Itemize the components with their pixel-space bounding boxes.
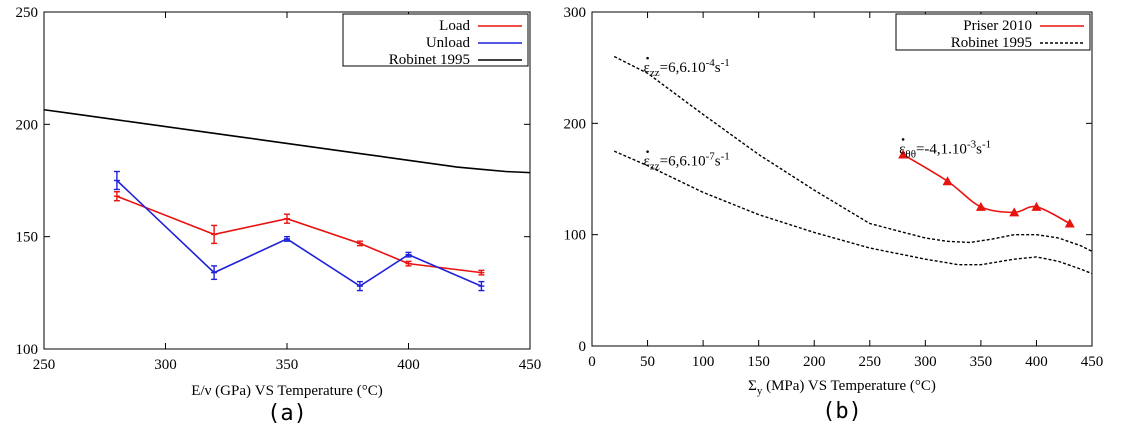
chart-b-annotations: εzz=6,6.10-4s-1 εzz=6,6.10-7s-1 εθθ=-4,1.1… (644, 56, 991, 173)
chart-b-x-axis-rest: (MPa) VS Temperature (°C) (762, 378, 936, 394)
chart-b: 0 50 100 150 200 250 300 350 400 450 0 100 200 300 εz… (564, 5, 1104, 424)
legend-label-robinet-1995: Robinet 1995 (951, 35, 1032, 51)
annotation-dot (646, 150, 649, 153)
chart-a-legend-box (342, 13, 529, 67)
x-tick-label: 250 (859, 354, 882, 370)
x-tick-label: 150 (747, 354, 770, 370)
legend-label-robinet-1995: Robinet 1995 (389, 52, 470, 68)
x-tick-label: 50 (640, 354, 655, 370)
annotation-strain-rate-lower: εzz=6,6.10-7s-1 (644, 151, 730, 173)
data-point-unload (113, 170, 120, 191)
legend-label-priser-2010: Priser 2010 (963, 18, 1032, 34)
chart-b-x-axis-label: Σy (MPa) VS Temperature (°C) (748, 378, 936, 397)
x-tick-label: 350 (970, 354, 993, 370)
x-tick-label: 450 (519, 357, 542, 373)
x-tick-label: 200 (803, 354, 826, 370)
chart-b-series (613, 55, 1093, 275)
y-tick-label: 100 (16, 342, 39, 358)
x-tick-label: 400 (1025, 354, 1048, 370)
data-point-priser-2010 (898, 149, 909, 159)
chart-b-frame (591, 11, 1093, 347)
series-line-robinet-1995 (43, 108, 531, 174)
x-tick-label: 300 (154, 357, 177, 373)
chart-a-panel-label: (a) (267, 401, 307, 426)
y-tick-label: 100 (564, 228, 587, 244)
annotation-dot (646, 56, 649, 60)
y-tick-label: 0 (579, 339, 587, 355)
series-line-load (116, 195, 482, 274)
annotation-strain-rate-upper: εzz=6,6.10-4s-1 (644, 57, 730, 79)
chart-b-x-axis-subscript: y (757, 385, 763, 397)
data-point-priser-2010 (975, 201, 986, 211)
data-point-load (356, 240, 363, 247)
legend-label-load: Load (439, 18, 470, 34)
data-point-load (478, 269, 485, 276)
data-point-priser-2010 (1064, 218, 1075, 228)
data-point-unload (478, 280, 485, 292)
y-tick-label: 300 (564, 5, 587, 21)
chart-b-legend-box (895, 13, 1091, 51)
data-point-load (405, 260, 412, 267)
x-tick-label: 250 (33, 357, 56, 373)
chart-b-ticks: 0 50 100 150 200 250 300 350 400 450 0 100 200 300 (564, 5, 1104, 370)
series-line-priser-2010 (902, 153, 1071, 225)
x-tick-label: 300 (914, 354, 937, 370)
data-point-unload (284, 235, 290, 242)
data-point-priser-2010 (942, 176, 953, 186)
series-line-unload (116, 179, 482, 288)
x-tick-label: 0 (588, 354, 596, 370)
x-tick-label: 350 (276, 357, 299, 373)
annotation-strain-rate-priser: εθθ=-4,1.10-3s-1 (899, 138, 991, 160)
chart-a-x-axis-label: E/ν (GPa) VS Temperature (°C) (191, 383, 382, 399)
chart-a-series (43, 108, 531, 292)
y-tick-label: 250 (16, 5, 39, 21)
x-tick-label: 450 (1081, 354, 1104, 370)
x-tick-label: 100 (692, 354, 715, 370)
series-line-robinet-1995 (613, 55, 1093, 252)
chart-a: 250 300 350 400 450 100 150 200 250 LoadUnloadRo… (16, 5, 542, 426)
y-tick-label: 150 (16, 230, 39, 246)
data-point-load (284, 213, 290, 224)
y-tick-label: 200 (16, 117, 39, 133)
annotation-dot (901, 138, 905, 141)
data-point-priser-2010 (1031, 201, 1042, 211)
legend-label-unload: Unload (426, 35, 471, 51)
x-tick-label: 400 (397, 357, 420, 373)
y-tick-label: 200 (564, 116, 587, 132)
chart-a-ticks: 250 300 350 400 450 100 150 200 250 (16, 5, 542, 373)
data-point-load (113, 191, 120, 202)
data-point-load (211, 224, 218, 245)
series-line-robinet-1995-low-rate (613, 150, 1093, 275)
data-point-unload (405, 251, 412, 258)
chart-b-panel-label: (b) (822, 399, 862, 424)
chart-b-x-axis-symbol: Σ (748, 378, 757, 394)
data-point-unload (356, 280, 363, 292)
data-point-unload (211, 265, 218, 281)
data-point-priser-2010 (1009, 207, 1020, 217)
